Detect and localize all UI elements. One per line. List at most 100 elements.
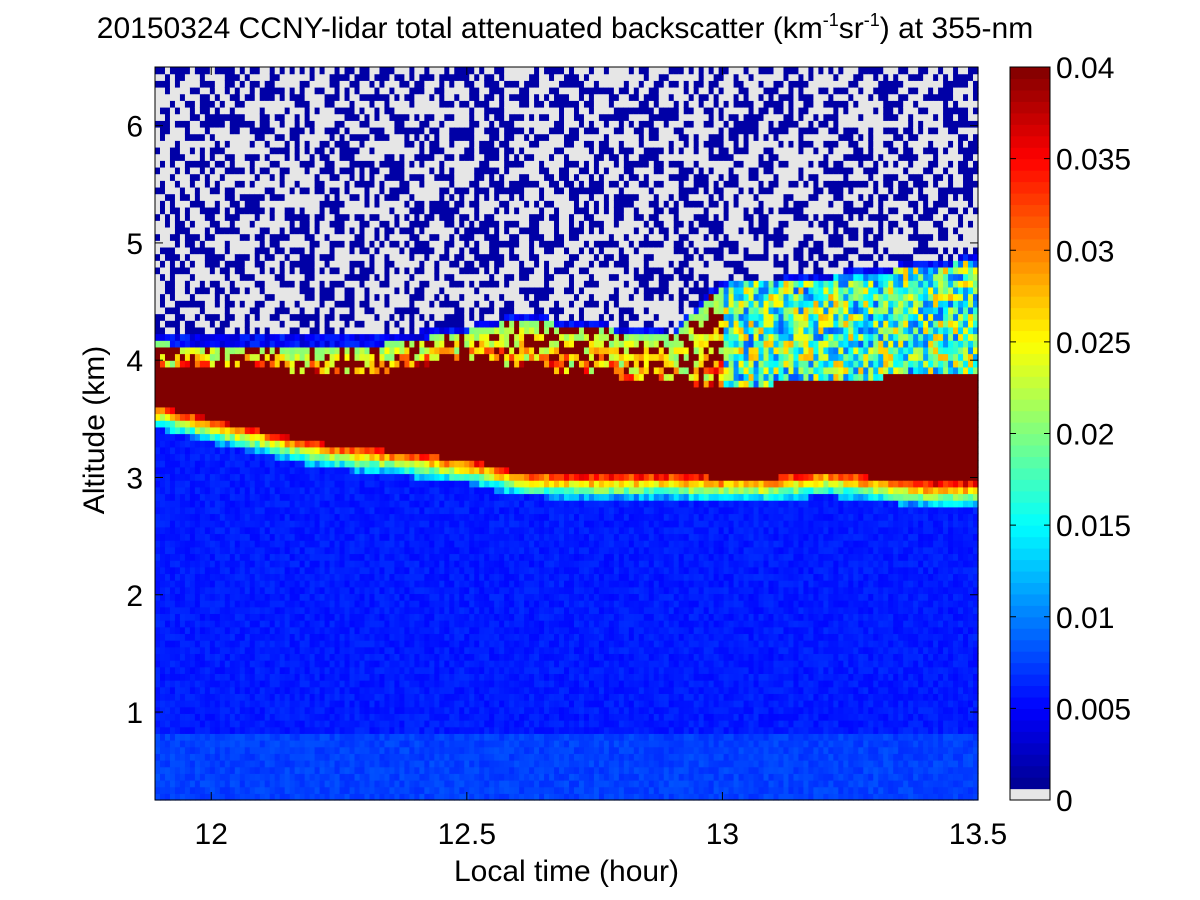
heatmap-cell: [259, 426, 266, 435]
heatmap-cell: [204, 440, 211, 448]
heatmap-cell: [174, 306, 181, 315]
heatmap-cell: [214, 440, 221, 448]
heatmap-cell: [324, 786, 331, 794]
heatmap-cell: [284, 500, 291, 508]
heatmap-cell: [219, 113, 226, 121]
heatmap-cell: [159, 133, 166, 141]
heatmap-cell: [309, 693, 316, 701]
heatmap-cell: [199, 506, 206, 515]
heatmap-cell: [369, 326, 376, 335]
heatmap-cell: [155, 406, 161, 415]
heatmap-cell: [334, 573, 341, 581]
heatmap-cell: [164, 160, 171, 168]
heatmap-cell: [239, 233, 246, 241]
heatmap-cell: [329, 346, 336, 355]
heatmap-cell: [164, 180, 171, 188]
heatmap-cell: [349, 193, 356, 201]
heatmap-cell: [209, 346, 216, 355]
heatmap-cell: [324, 433, 331, 441]
heatmap-cell: [209, 106, 216, 115]
heatmap-cell: [264, 526, 271, 535]
heatmap-cell: [369, 160, 376, 168]
heatmap-cell: [374, 560, 381, 568]
heatmap-cell: [254, 206, 261, 215]
heatmap-cell: [189, 540, 196, 548]
heatmap-cell: [204, 426, 211, 435]
heatmap-cell: [264, 333, 271, 341]
heatmap-cell: [164, 546, 171, 555]
heatmap-cell: [174, 200, 181, 208]
heatmap-cell: [334, 273, 341, 281]
heatmap-cell: [254, 593, 261, 601]
heatmap-cell: [209, 140, 216, 148]
heatmap-cell: [184, 433, 191, 441]
heatmap-cell: [229, 460, 236, 468]
heatmap-cell: [224, 340, 231, 348]
heatmap-cell: [364, 346, 371, 355]
heatmap-cell: [254, 400, 261, 408]
heatmap-cell: [324, 293, 331, 301]
heatmap-cell: [209, 300, 216, 308]
heatmap-cell: [164, 500, 171, 508]
heatmap-cell: [214, 160, 221, 168]
heatmap-cell: [239, 346, 246, 355]
heatmap-cell: [189, 566, 196, 575]
heatmap-cell: [179, 480, 186, 488]
heatmap-cell: [159, 613, 166, 621]
heatmap-cell: [314, 606, 321, 615]
heatmap-cell: [299, 686, 306, 694]
heatmap-cell: [229, 746, 236, 754]
heatmap-cell: [349, 366, 356, 375]
heatmap-cell: [334, 346, 341, 355]
heatmap-cell: [194, 733, 201, 741]
heatmap-cell: [174, 700, 181, 708]
heatmap-cell: [279, 366, 286, 375]
heatmap-cell: [159, 306, 166, 315]
heatmap-cell: [279, 480, 286, 488]
heatmap-cell: [159, 460, 166, 468]
heatmap-cell: [249, 466, 256, 475]
heatmap-cell: [274, 753, 281, 761]
heatmap-cell: [274, 546, 281, 555]
heatmap-cell: [354, 566, 361, 575]
heatmap-cell: [314, 140, 321, 148]
heatmap-cell: [229, 240, 236, 248]
heatmap-cell: [374, 760, 381, 768]
heatmap-cell: [379, 753, 386, 761]
heatmap-cell: [234, 733, 241, 741]
heatmap-cell: [284, 67, 291, 75]
heatmap-cell: [189, 533, 196, 541]
heatmap-cell: [239, 280, 246, 288]
heatmap-cell: [184, 773, 191, 781]
heatmap-cell: [224, 546, 231, 555]
heatmap-cell: [209, 646, 216, 654]
heatmap-cell: [269, 700, 276, 708]
heatmap-cell: [199, 513, 206, 521]
heatmap-cell: [164, 453, 171, 461]
heatmap-cell: [289, 513, 296, 521]
heatmap-cell: [239, 593, 246, 601]
heatmap-cell: [369, 146, 376, 155]
heatmap-cell: [199, 246, 206, 255]
heatmap-cell: [214, 400, 221, 408]
heatmap-cell: [219, 526, 226, 535]
heatmap-cell: [179, 733, 186, 741]
heatmap-cell: [219, 73, 226, 81]
heatmap-cell: [334, 746, 341, 754]
heatmap-cell: [279, 720, 286, 728]
heatmap-cell: [214, 586, 221, 595]
heatmap-cell: [309, 740, 316, 748]
heatmap-cell: [309, 213, 316, 221]
heatmap-cell: [244, 253, 251, 261]
heatmap-cell: [204, 793, 211, 801]
heatmap-cell: [155, 266, 161, 275]
heatmap-cell: [274, 426, 281, 435]
heatmap-cell: [189, 546, 196, 555]
heatmap-cell: [369, 520, 376, 528]
heatmap-cell: [274, 73, 281, 81]
heatmap-cell: [249, 600, 256, 608]
heatmap-cell: [279, 333, 286, 341]
heatmap-cell: [204, 513, 211, 521]
heatmap-cell: [344, 600, 351, 608]
